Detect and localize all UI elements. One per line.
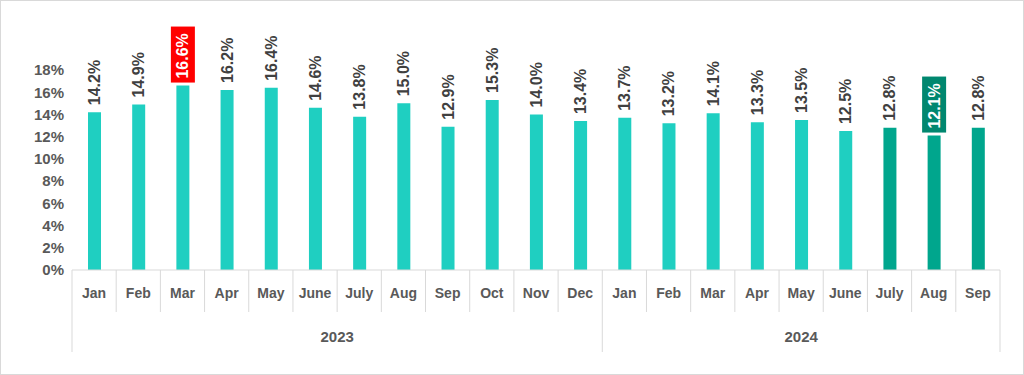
svg-text:6%: 6% <box>42 195 64 212</box>
svg-text:0%: 0% <box>42 261 64 278</box>
svg-text:Aug: Aug <box>390 285 417 301</box>
svg-text:13.5%: 13.5% <box>793 68 810 113</box>
svg-text:Feb: Feb <box>126 285 151 301</box>
svg-text:Apr: Apr <box>215 285 240 301</box>
svg-text:16%: 16% <box>34 84 64 101</box>
svg-text:July: July <box>876 285 904 301</box>
svg-text:15.0%: 15.0% <box>395 51 412 96</box>
svg-text:Oct: Oct <box>480 285 504 301</box>
svg-text:Sep: Sep <box>965 285 991 301</box>
svg-text:Apr: Apr <box>745 285 770 301</box>
svg-text:15.3%: 15.3% <box>484 48 501 93</box>
svg-text:18%: 18% <box>34 61 64 78</box>
svg-text:Mar: Mar <box>170 285 195 301</box>
svg-text:2%: 2% <box>42 239 64 256</box>
svg-text:14.2%: 14.2% <box>86 60 103 105</box>
svg-text:12.8%: 12.8% <box>881 75 898 120</box>
svg-text:June: June <box>829 285 862 301</box>
svg-text:Jan: Jan <box>612 285 636 301</box>
svg-text:14%: 14% <box>34 106 64 123</box>
svg-text:13.2%: 13.2% <box>660 71 677 116</box>
svg-text:Dec: Dec <box>567 285 593 301</box>
svg-text:14.9%: 14.9% <box>130 52 147 97</box>
svg-text:4%: 4% <box>42 217 64 234</box>
svg-text:Aug: Aug <box>920 285 947 301</box>
svg-text:12.5%: 12.5% <box>837 79 854 124</box>
svg-text:Jan: Jan <box>82 285 106 301</box>
svg-text:May: May <box>257 285 284 301</box>
svg-text:12.9%: 12.9% <box>440 74 457 119</box>
svg-text:16.2%: 16.2% <box>219 38 236 83</box>
svg-text:June: June <box>299 285 332 301</box>
svg-text:Mar: Mar <box>700 285 725 301</box>
svg-text:May: May <box>788 285 815 301</box>
svg-text:Feb: Feb <box>656 285 681 301</box>
svg-text:14.1%: 14.1% <box>705 61 722 106</box>
svg-text:13.3%: 13.3% <box>749 70 766 115</box>
svg-text:12.1%: 12.1% <box>926 83 943 128</box>
svg-text:Sep: Sep <box>435 285 461 301</box>
svg-text:Nov: Nov <box>523 285 550 301</box>
svg-text:10%: 10% <box>34 150 64 167</box>
svg-text:2024: 2024 <box>784 328 818 345</box>
svg-text:12%: 12% <box>34 128 64 145</box>
svg-text:8%: 8% <box>42 172 64 189</box>
svg-text:13.8%: 13.8% <box>351 64 368 109</box>
svg-text:12.8%: 12.8% <box>970 75 987 120</box>
svg-text:13.7%: 13.7% <box>616 65 633 110</box>
svg-text:13.4%: 13.4% <box>572 69 589 114</box>
svg-text:2023: 2023 <box>320 328 353 345</box>
svg-text:14.0%: 14.0% <box>528 62 545 107</box>
svg-text:16.6%: 16.6% <box>174 33 191 78</box>
svg-text:14.6%: 14.6% <box>307 55 324 100</box>
svg-text:16.4%: 16.4% <box>263 35 280 80</box>
svg-text:July: July <box>345 285 373 301</box>
